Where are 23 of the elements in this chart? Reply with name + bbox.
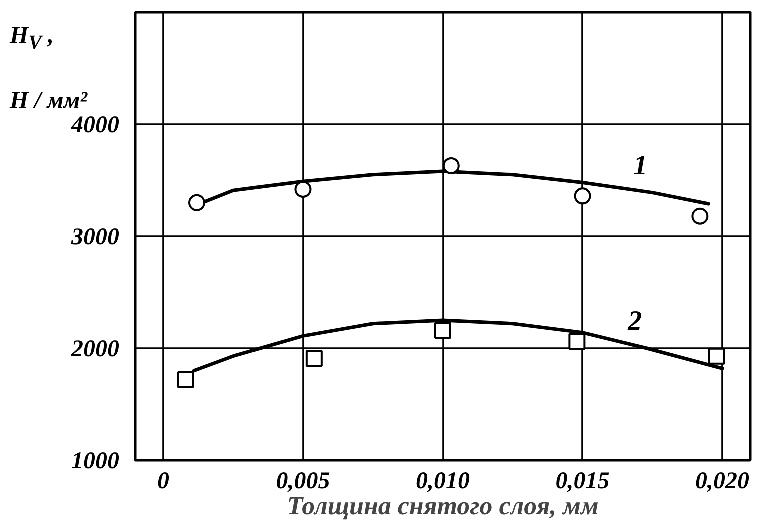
point [177, 371, 194, 388]
x-tick-label: 0,020 [696, 468, 750, 494]
x-tick-label: 0,005 [276, 468, 330, 494]
series-label: 2 [627, 306, 642, 337]
point [442, 157, 460, 174]
point [188, 194, 206, 212]
y-tick-label: 3000 [70, 224, 120, 250]
point [708, 348, 726, 365]
series-label: 1 [634, 150, 648, 182]
y-tick-label: 2000 [70, 336, 120, 362]
y-tick-label: 1000 [72, 448, 120, 474]
x-tick-label: 0,010 [416, 468, 470, 494]
point [574, 188, 592, 205]
y-tick-label: 4000 [70, 112, 120, 138]
point [306, 350, 323, 368]
x-tick-label: 0 [157, 468, 170, 494]
point [692, 208, 709, 225]
x-tick-label: 0,015 [556, 468, 610, 494]
text: H$_{V}$ , Н / мм² [10, 23, 88, 114]
x-axis-title: Толщина снятого слоя, мм [287, 492, 599, 520]
point [294, 180, 312, 198]
point [434, 322, 452, 340]
point [568, 333, 586, 350]
